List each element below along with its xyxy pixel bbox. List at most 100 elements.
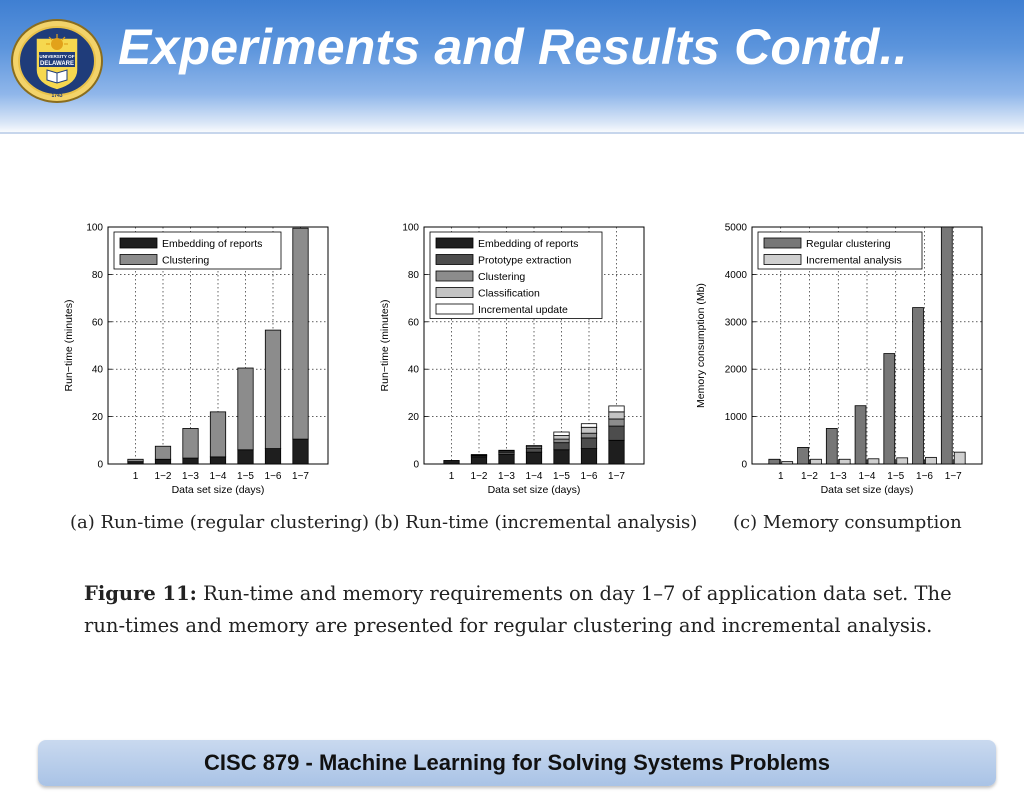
y-tick-label: 60	[92, 317, 104, 328]
x-tick-label: 1−3	[830, 471, 847, 482]
bar	[883, 353, 896, 465]
x-tick-label: 1−6	[265, 471, 282, 482]
bar-segment	[182, 457, 199, 465]
x-tick-label: 1−7	[608, 471, 625, 482]
x-tick-label: 1−6	[916, 471, 933, 482]
legend-label: Embedding of reports	[478, 238, 578, 250]
footer-bar: CISC 879 - Machine Learning for Solving …	[38, 740, 996, 786]
x-axis-label: Data set size (days)	[172, 484, 265, 496]
y-tick-label: 40	[92, 365, 104, 376]
bar	[768, 458, 781, 465]
bar-segment	[608, 405, 625, 413]
legend-label: Regular clustering	[806, 238, 891, 250]
bar-segment	[608, 411, 625, 420]
x-axis-label: Data set size (days)	[488, 484, 581, 496]
y-axis-label: Run−time (minutes)	[379, 300, 391, 392]
figure-caption-text: Run-time and memory requirements on day …	[84, 582, 952, 637]
seal-year: 1743	[51, 93, 62, 99]
y-tick-label: 40	[408, 365, 420, 376]
x-axis-label: Data set size (days)	[821, 484, 914, 496]
bar-segment	[127, 458, 144, 463]
legend-swatch	[119, 254, 158, 265]
bar	[940, 226, 953, 465]
bar-segment	[209, 456, 227, 465]
bar-segment	[154, 445, 172, 460]
bar	[781, 461, 794, 465]
chart-memory-consumption: 0 1000 2000 3000 4000 5000 1 1−2 1−3 1−4 1−5 1−6 1−7…	[695, 223, 983, 496]
y-tick-label: 2000	[725, 365, 748, 376]
bar-segment	[498, 449, 515, 452]
seal-text-top: UNIVERSITY OF	[39, 54, 74, 59]
x-tick-label: 1−2	[155, 471, 172, 482]
legend-label: Classification	[478, 288, 540, 300]
y-tick-label: 4000	[725, 270, 748, 281]
header-divider	[0, 132, 1024, 134]
x-tick-label: 1−5	[553, 471, 570, 482]
y-tick-label: 80	[92, 270, 104, 281]
x-tick-label: 1−4	[859, 471, 876, 482]
y-tick-label: 60	[408, 317, 420, 328]
bar	[797, 447, 809, 465]
bar-segment	[525, 445, 543, 448]
bar-segment	[580, 426, 598, 434]
bar-segment	[553, 438, 570, 444]
y-tick-label: 100	[402, 223, 419, 234]
y-axis-label: Memory consumption (Mb)	[695, 283, 707, 408]
seal-text-main: DELAWARE	[40, 61, 74, 67]
x-tick-label: 1	[133, 471, 139, 482]
x-tick-label: 1−6	[581, 471, 598, 482]
chart-runtime-regular: 0 20 40 60 80 100 1 1−2 1−3 1−4 1−5 1−6 1−7 Data set …	[63, 223, 329, 496]
legend-swatch	[763, 237, 802, 249]
bar-segment	[553, 435, 570, 440]
bar-segment	[443, 460, 460, 465]
legend-swatch	[435, 303, 474, 315]
slide-header	[0, 0, 1024, 134]
legend-swatch	[435, 287, 474, 298]
bar-segment	[209, 411, 227, 458]
x-tick-label: 1	[778, 471, 784, 482]
bar	[838, 458, 851, 465]
bar	[810, 458, 822, 465]
legend-swatch	[435, 237, 474, 249]
chart-runtime-incremental: 0 20 40 60 80 100 1 1−2 1−3 1−4 1−5 1−6 1−7 Data set …	[379, 223, 645, 496]
legend-label: Clustering	[162, 255, 209, 267]
bar-segment	[292, 438, 309, 465]
bar	[867, 458, 880, 465]
bar	[925, 456, 937, 465]
x-tick-label: 1−4	[526, 471, 543, 482]
bar-segment	[470, 456, 488, 465]
bar-segment	[580, 448, 598, 465]
bar-segment	[580, 432, 598, 439]
legend-swatch	[435, 254, 474, 265]
bar-segment	[553, 449, 570, 465]
bar-segment	[580, 423, 598, 428]
y-tick-label: 20	[92, 412, 104, 423]
bar-segment	[553, 442, 570, 451]
x-tick-label: 1−3	[498, 471, 515, 482]
x-tick-label: 1−2	[801, 471, 818, 482]
bar-segment	[608, 439, 625, 465]
x-tick-label: 1−7	[292, 471, 309, 482]
bar-segment	[498, 454, 515, 465]
x-tick-label: 1−3	[182, 471, 199, 482]
bar	[854, 405, 867, 465]
bar-segment	[608, 425, 625, 441]
bar-segment	[154, 458, 172, 465]
legend-label: Clustering	[478, 271, 525, 283]
bar	[912, 307, 924, 465]
y-tick-label: 0	[413, 460, 419, 471]
legend-swatch	[763, 254, 802, 265]
bar-segment	[237, 367, 254, 451]
y-tick-label: 100	[86, 223, 103, 234]
x-tick-label: 1−5	[237, 471, 254, 482]
x-tick-label: 1−4	[210, 471, 227, 482]
legend-label: Incremental analysis	[806, 255, 902, 267]
x-tick-label: 1−7	[945, 471, 962, 482]
y-tick-label: 3000	[725, 317, 748, 328]
bar-segment	[525, 451, 543, 465]
y-axis-label: Run−time (minutes)	[63, 300, 75, 392]
university-seal-icon: UNIVERSITY OF DELAWARE 1743	[11, 19, 103, 103]
course-footer-text: CISC 879 - Machine Learning for Solving …	[204, 750, 830, 775]
bar-segment	[525, 448, 543, 453]
subcaption-b: (b) Run-time (incremental analysis)	[374, 512, 698, 533]
